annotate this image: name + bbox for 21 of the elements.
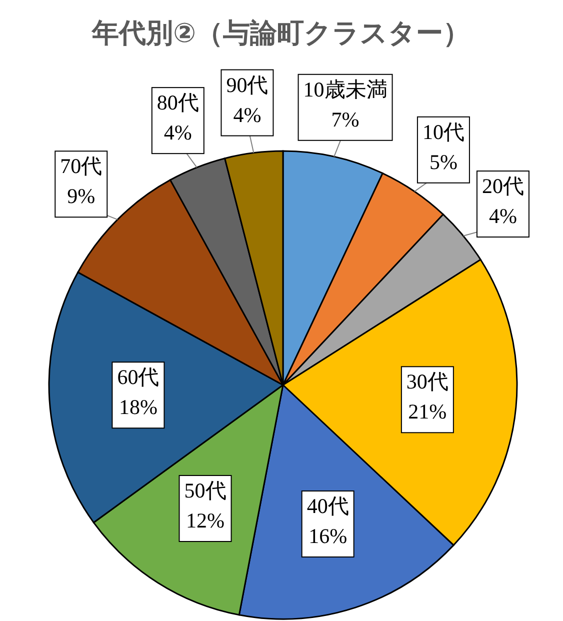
slice-label: 40代 bbox=[306, 494, 349, 518]
data-label: 9% bbox=[67, 184, 96, 208]
slice-label: 90代 bbox=[226, 72, 268, 97]
chart-title: 年代別②（与論町クラスター） bbox=[91, 18, 470, 49]
slice-label: 80代 bbox=[156, 90, 199, 115]
slice-label: 50代 bbox=[184, 478, 226, 502]
slice-label: 30代 bbox=[406, 370, 448, 394]
slice-label: 20代 bbox=[482, 174, 524, 198]
data-label: 7% bbox=[331, 107, 360, 132]
slice-label: 10代 bbox=[422, 120, 464, 144]
slice-label: 10歳未満 bbox=[303, 77, 388, 102]
data-label: 4% bbox=[233, 102, 262, 127]
data-label: 4% bbox=[164, 120, 192, 145]
data-label: 4% bbox=[488, 204, 517, 228]
slice-label: 60代 bbox=[117, 365, 160, 390]
data-label: 18% bbox=[118, 395, 158, 420]
data-label: 16% bbox=[308, 524, 348, 548]
data-label: 21% bbox=[408, 400, 447, 424]
data-label: 12% bbox=[186, 508, 225, 532]
data-label: 5% bbox=[429, 150, 458, 174]
slice-label: 70代 bbox=[60, 154, 102, 178]
